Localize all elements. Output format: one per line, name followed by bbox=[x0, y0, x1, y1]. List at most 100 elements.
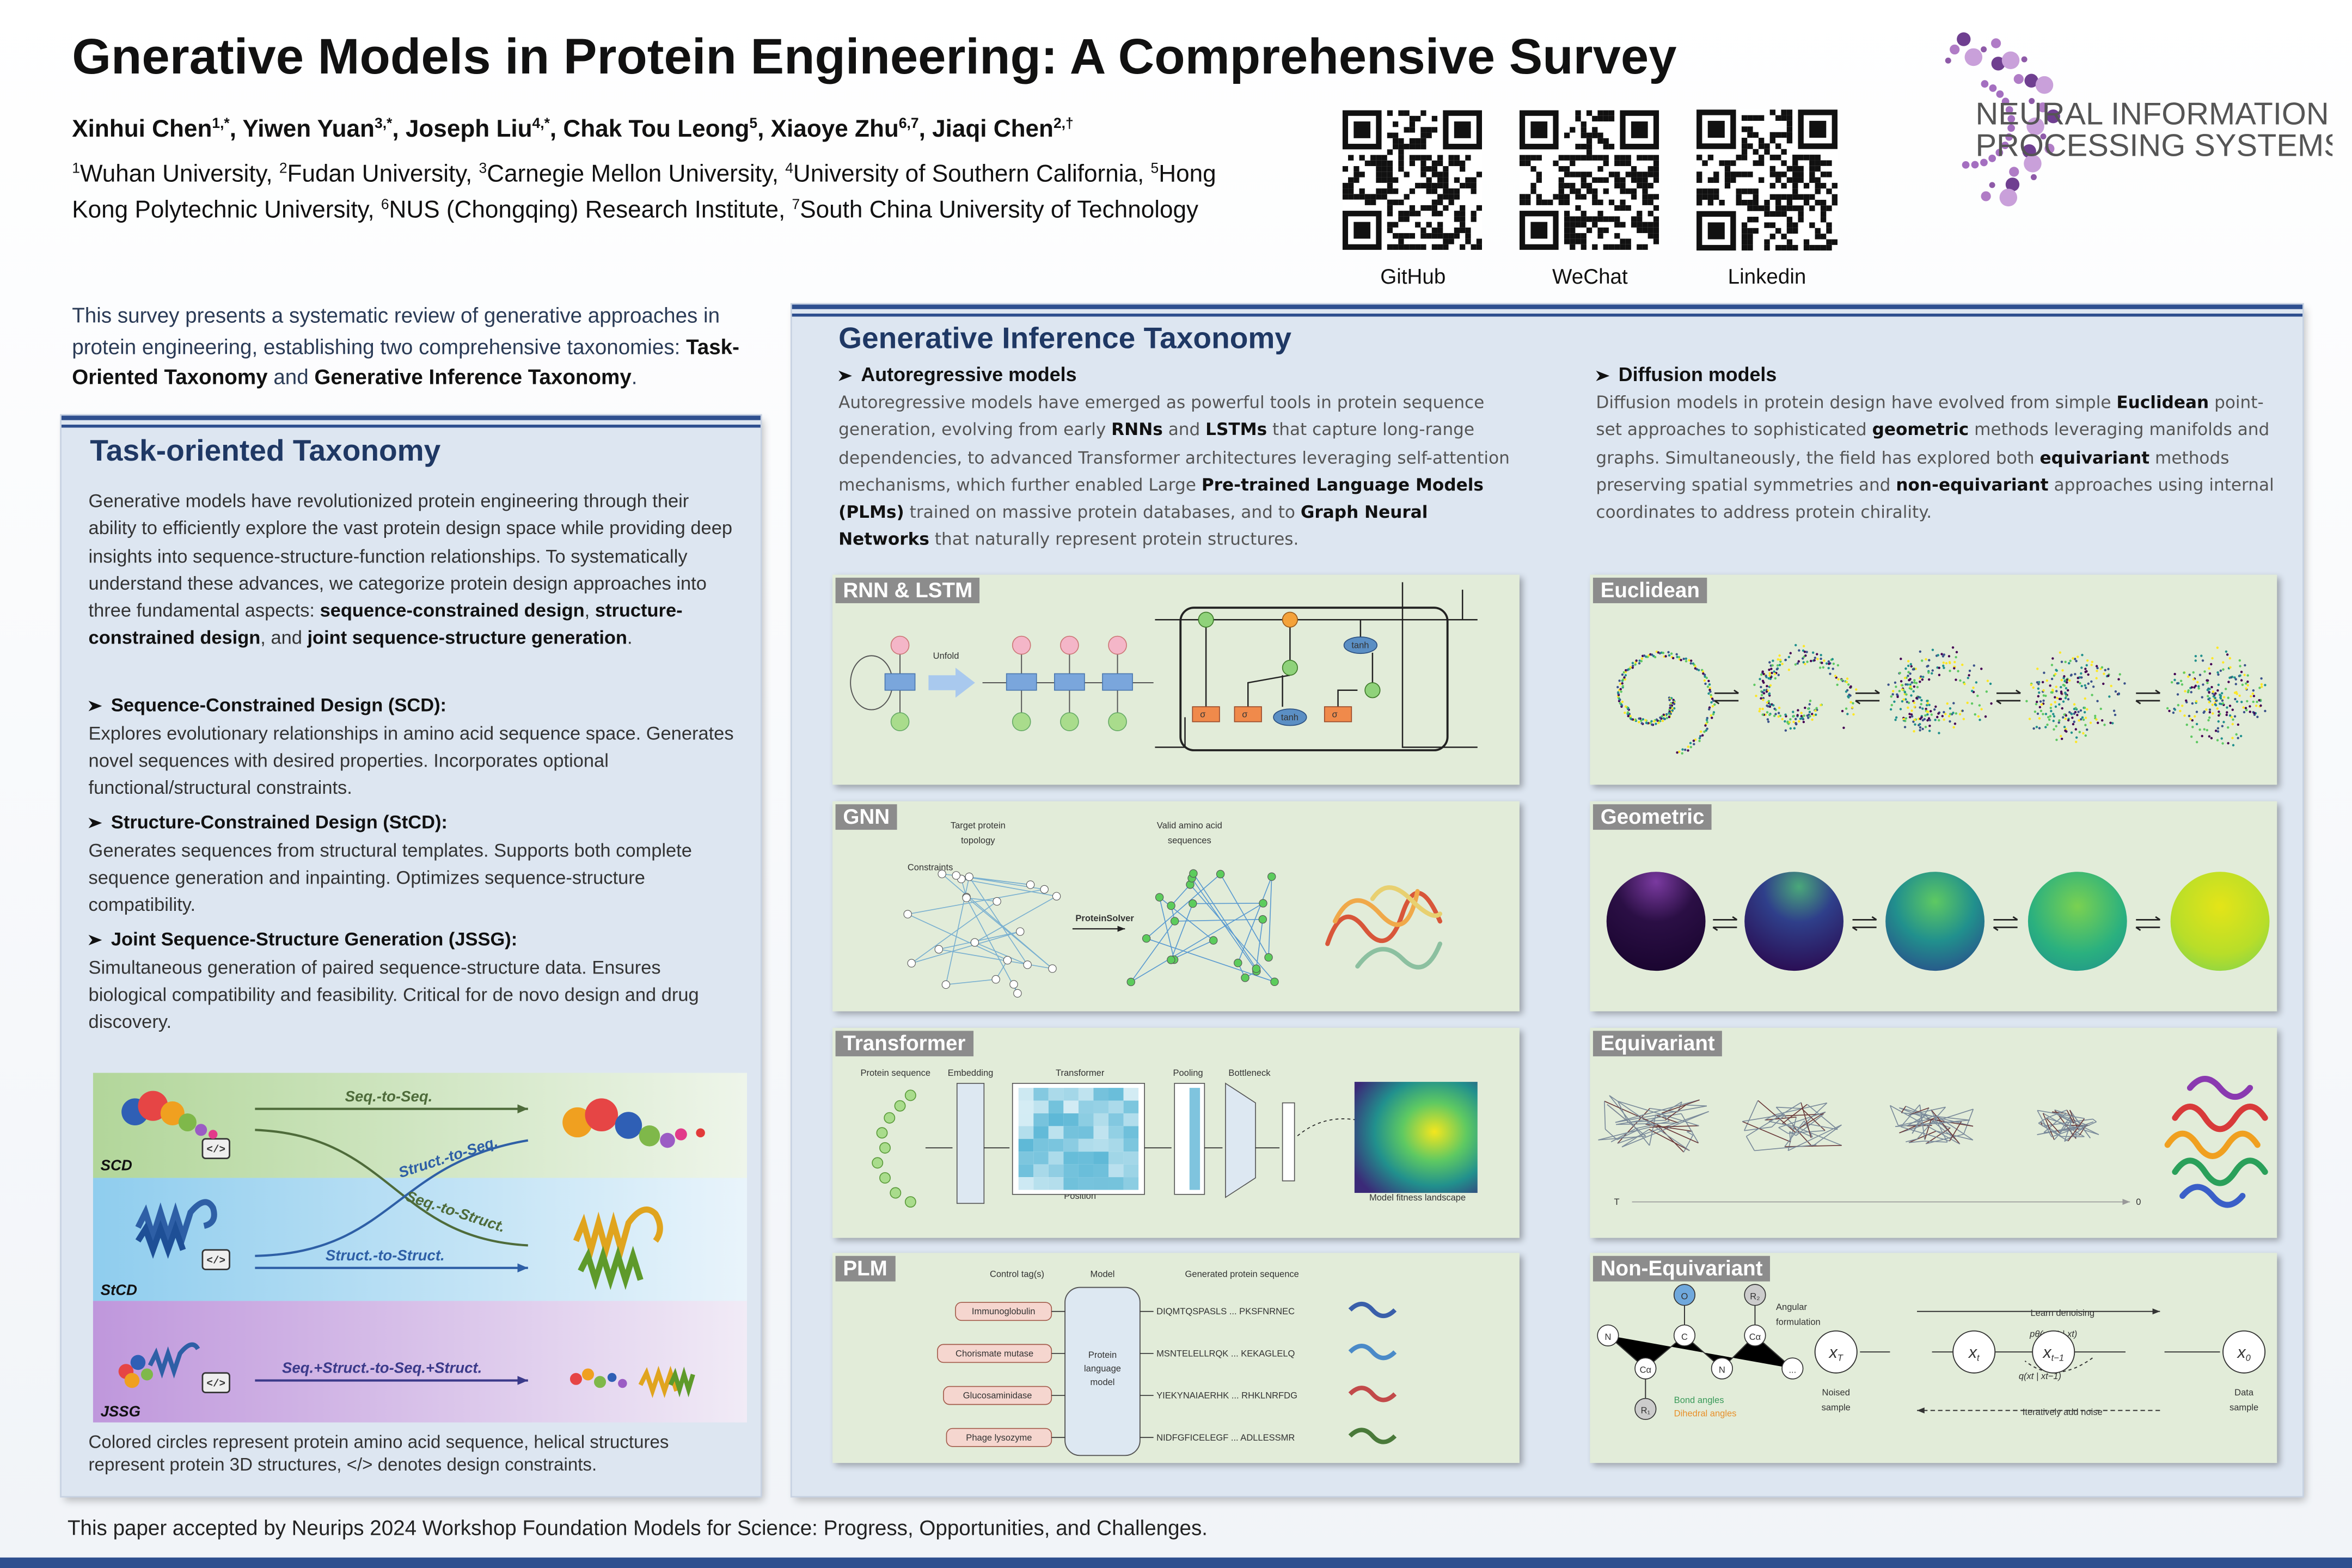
panel-label: Transformer bbox=[835, 1031, 973, 1057]
qr-module bbox=[1775, 171, 1781, 177]
point bbox=[2110, 684, 2112, 688]
qr-module bbox=[1443, 238, 1449, 244]
point bbox=[1934, 705, 1937, 708]
point bbox=[1698, 739, 1701, 743]
diagram-label: 0 bbox=[2136, 1197, 2141, 1207]
point bbox=[1925, 704, 1928, 707]
qr-module bbox=[1647, 155, 1653, 161]
diagram-label: Protein sequence bbox=[861, 1068, 931, 1078]
point bbox=[1978, 704, 1981, 707]
point bbox=[1796, 662, 1799, 665]
qr-module bbox=[1564, 222, 1570, 228]
qr-module bbox=[1536, 177, 1542, 183]
qr-module bbox=[1769, 155, 1776, 161]
point bbox=[2058, 719, 2061, 722]
qr-module bbox=[1443, 244, 1449, 250]
qr-module bbox=[1471, 177, 1477, 183]
qr-module bbox=[1404, 244, 1410, 250]
point bbox=[1772, 704, 1775, 707]
point bbox=[2168, 709, 2171, 713]
point bbox=[1645, 721, 1648, 725]
qr-module bbox=[1786, 177, 1793, 183]
point bbox=[2220, 692, 2224, 695]
qr-module bbox=[1758, 205, 1765, 211]
bond bbox=[1935, 1114, 1974, 1141]
point bbox=[1665, 716, 1669, 720]
qr-module bbox=[1564, 199, 1570, 205]
point bbox=[1673, 707, 1676, 710]
attention-cell bbox=[1093, 1113, 1109, 1126]
point bbox=[1967, 677, 1969, 679]
qr-module bbox=[1420, 144, 1426, 150]
point bbox=[1771, 664, 1774, 667]
qr-finder bbox=[1798, 109, 1837, 149]
point bbox=[1705, 729, 1707, 732]
point bbox=[2221, 725, 2224, 727]
bond bbox=[1615, 1099, 1700, 1123]
qr-module bbox=[1448, 238, 1454, 244]
logo-dot bbox=[2021, 56, 2028, 63]
point bbox=[1787, 656, 1791, 658]
qr-module bbox=[1570, 244, 1576, 250]
qr-module bbox=[1471, 216, 1477, 222]
point bbox=[2054, 701, 2056, 703]
bullet-arrow bbox=[1596, 370, 1610, 382]
bond bbox=[1906, 1138, 1918, 1143]
point bbox=[1761, 690, 1764, 694]
item-heading-text: Sequence-Constrained Design (SCD): bbox=[111, 694, 447, 716]
point bbox=[1701, 734, 1704, 737]
point bbox=[2228, 676, 2231, 679]
point bbox=[1760, 685, 1762, 689]
qr-module bbox=[1448, 188, 1454, 194]
qr-module bbox=[1420, 132, 1426, 138]
qr-module bbox=[1393, 222, 1399, 228]
qr-module bbox=[1736, 199, 1742, 206]
bond bbox=[1782, 1104, 1808, 1124]
point bbox=[1928, 719, 1931, 721]
point bbox=[2197, 685, 2200, 688]
attention-cell bbox=[1033, 1113, 1049, 1126]
panel-label: Euclidean bbox=[1592, 578, 1707, 603]
point bbox=[2225, 713, 2228, 716]
qr-module bbox=[1809, 244, 1815, 251]
bond bbox=[2037, 1110, 2085, 1119]
bond bbox=[1908, 1140, 1925, 1143]
point bbox=[2114, 713, 2117, 716]
point bbox=[2063, 726, 2066, 728]
point bbox=[1638, 662, 1641, 665]
qr-module bbox=[1536, 155, 1542, 161]
point bbox=[2050, 691, 2053, 694]
diagram-label: Bottleneck bbox=[1228, 1068, 1271, 1078]
qr-module bbox=[1809, 194, 1815, 200]
qr-module bbox=[1558, 155, 1564, 161]
point bbox=[2208, 716, 2211, 719]
diagram-label: Generated protein sequence bbox=[1185, 1269, 1299, 1279]
point bbox=[2077, 681, 2079, 683]
point bbox=[1811, 718, 1814, 721]
bond bbox=[1784, 1120, 1805, 1147]
point bbox=[2035, 703, 2038, 706]
point bbox=[2091, 660, 2094, 664]
point bbox=[2083, 706, 2086, 709]
point bbox=[2180, 683, 2184, 686]
point bbox=[1687, 749, 1689, 752]
qr-module bbox=[1637, 211, 1643, 217]
point bbox=[2195, 722, 2198, 726]
point bbox=[1689, 745, 1692, 749]
column: Autoregressive models Autoregressive mod… bbox=[838, 363, 1521, 555]
point bbox=[2208, 688, 2211, 690]
qr-module bbox=[1820, 171, 1827, 177]
bond bbox=[1742, 1114, 1785, 1122]
qr-module bbox=[1696, 188, 1702, 194]
qr-module bbox=[1741, 244, 1748, 251]
qr-module bbox=[1792, 171, 1798, 177]
output-node bbox=[890, 635, 910, 655]
atom-label: ... bbox=[1788, 1365, 1796, 1375]
point bbox=[1840, 678, 1843, 682]
point bbox=[2089, 721, 2092, 724]
point bbox=[1924, 714, 1927, 717]
point bbox=[1907, 664, 1910, 667]
point bbox=[2067, 698, 2070, 701]
point bbox=[2061, 669, 2064, 672]
point bbox=[2039, 709, 2043, 712]
